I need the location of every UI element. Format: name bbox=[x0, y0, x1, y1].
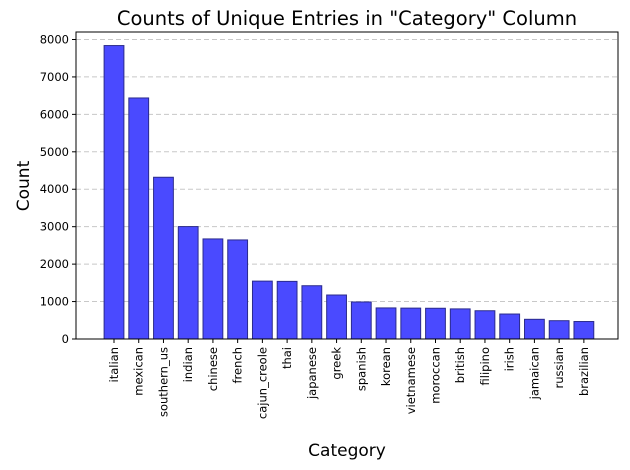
bar-indian bbox=[177, 226, 199, 340]
bar-filipino bbox=[474, 310, 496, 340]
bar-korean bbox=[375, 307, 397, 340]
x-tick-label-korean: korean bbox=[379, 347, 393, 386]
y-tick-label: 2000 bbox=[40, 257, 69, 271]
y-tick-label: 1000 bbox=[40, 295, 69, 309]
x-axis-ticks: italian mexican southern_us indian chinese fr… bbox=[107, 339, 591, 419]
bar-british bbox=[449, 308, 471, 340]
x-tick-label-greek: greek bbox=[330, 347, 344, 380]
x-tick-label-mexican: mexican bbox=[132, 347, 146, 396]
y-tick-label: 6000 bbox=[40, 107, 69, 121]
x-tick-label-russian: russian bbox=[552, 347, 566, 389]
bar-russian bbox=[548, 320, 570, 340]
bar-moroccan bbox=[425, 307, 446, 340]
x-tick-label-jamaican: jamaican bbox=[527, 347, 541, 400]
x-tick-label-british: british bbox=[453, 347, 467, 383]
x-tick-label-italian: italian bbox=[107, 347, 121, 382]
plot-frame bbox=[75, 31, 619, 340]
y-axis-label: Count bbox=[14, 160, 34, 211]
x-tick-label-japanese: japanese bbox=[305, 347, 319, 400]
x-tick-label-vietnamese: vietnamese bbox=[404, 347, 418, 414]
x-tick-label-irish: irish bbox=[503, 347, 517, 371]
bar-japanese bbox=[301, 285, 323, 340]
x-tick-label-southern_us: southern_us bbox=[156, 347, 170, 417]
bar-cajun_creole bbox=[251, 280, 273, 340]
bar-mexican bbox=[128, 97, 150, 340]
y-tick-label: 3000 bbox=[40, 220, 69, 234]
bar-brazilian bbox=[573, 321, 595, 340]
x-tick-label-cajun_creole: cajun_creole bbox=[255, 347, 269, 419]
y-axis-ticks: 0 1000 2000 3000 4000 5000 6000 7000 8000 bbox=[40, 32, 76, 346]
x-tick-label-thai: thai bbox=[280, 347, 294, 369]
bar-thai bbox=[276, 280, 298, 340]
x-axis-label: Category bbox=[308, 441, 386, 461]
y-tick-label: 5000 bbox=[40, 145, 69, 159]
x-tick-label-chinese: chinese bbox=[206, 347, 220, 391]
x-tick-label-filipino: filipino bbox=[478, 347, 492, 385]
bar-greek bbox=[326, 294, 347, 340]
bar-vietnamese bbox=[400, 307, 422, 340]
x-tick-label-brazilian: brazilian bbox=[577, 347, 591, 396]
x-tick-label-indian: indian bbox=[181, 347, 195, 382]
y-tick-label: 7000 bbox=[40, 70, 69, 84]
x-tick-label-moroccan: moroccan bbox=[428, 347, 442, 404]
bar-french bbox=[227, 239, 249, 340]
y-tick-label: 8000 bbox=[40, 32, 69, 46]
bar-italian bbox=[103, 45, 125, 340]
bar-jamaican bbox=[524, 318, 545, 340]
bar-chinese bbox=[202, 238, 224, 340]
bar-southern_us bbox=[153, 176, 174, 340]
x-tick-label-spanish: spanish bbox=[354, 347, 368, 391]
x-tick-label-french: french bbox=[231, 347, 245, 384]
y-tick-label: 0 bbox=[62, 332, 69, 346]
bar-irish bbox=[499, 313, 521, 340]
y-tick-label: 4000 bbox=[40, 182, 69, 196]
bars bbox=[103, 45, 595, 340]
chart-title: Counts of Unique Entries in "Category" C… bbox=[117, 7, 577, 30]
bar-spanish bbox=[350, 301, 372, 340]
